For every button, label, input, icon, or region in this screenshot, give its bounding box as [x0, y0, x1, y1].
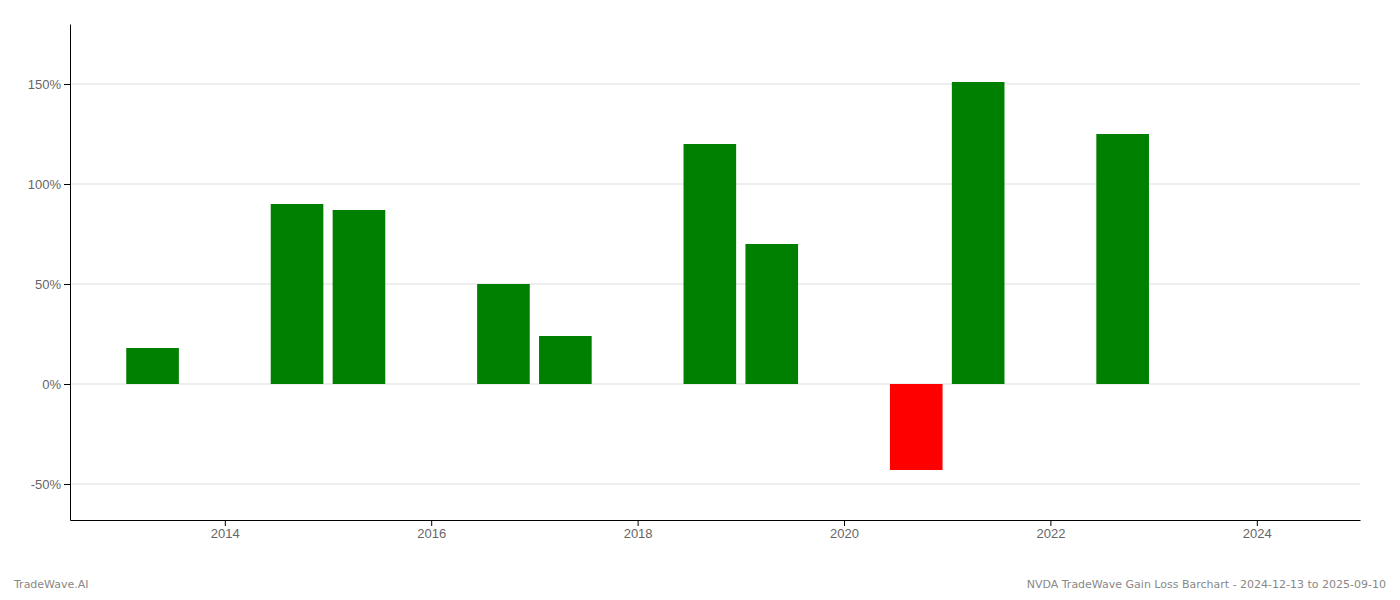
x-tick: 2018 — [624, 520, 653, 541]
bar — [477, 284, 530, 384]
x-tick: 2020 — [830, 520, 859, 541]
x-tick-label: 2016 — [417, 526, 446, 541]
y-axis-line — [70, 25, 71, 521]
bar — [1096, 134, 1149, 384]
grid-line — [70, 484, 1360, 485]
x-tick-mark — [431, 520, 432, 526]
bar — [684, 144, 737, 384]
x-tick: 2024 — [1243, 520, 1272, 541]
y-tick: -50% — [31, 477, 70, 492]
x-tick: 2022 — [1036, 520, 1065, 541]
x-axis-line — [71, 520, 1361, 521]
x-axis: 2014 2016 2018 2020 2022 2024 — [71, 520, 1361, 541]
bars — [126, 82, 1149, 470]
grid-line — [70, 84, 1360, 85]
y-tick: 150% — [28, 77, 70, 92]
x-tick-label: 2014 — [211, 526, 240, 541]
y-tick-mark — [64, 284, 70, 285]
y-tick: 0% — [42, 377, 70, 392]
bar — [126, 348, 179, 384]
y-tick-label: 100% — [28, 177, 62, 192]
plot: -50% 0% 50% 100% 150% 2014 2016 2018 2020 2022 202… — [28, 25, 1361, 542]
x-tick-mark — [225, 520, 226, 526]
y-tick-label: 150% — [28, 77, 62, 92]
chart: -50% 0% 50% 100% 150% 2014 2016 2018 2020 2022 202… — [0, 0, 1400, 600]
bar — [890, 384, 943, 470]
y-tick-label: 50% — [35, 277, 61, 292]
x-tick-label: 2020 — [830, 526, 859, 541]
y-axis: -50% 0% 50% 100% 150% — [28, 25, 71, 521]
bar — [271, 204, 324, 384]
grid — [70, 84, 1360, 484]
y-tick-mark — [64, 484, 70, 485]
y-tick: 50% — [35, 277, 70, 292]
x-tick: 2014 — [211, 520, 240, 541]
x-tick-label: 2024 — [1243, 526, 1272, 541]
x-tick-label: 2022 — [1036, 526, 1065, 541]
y-tick-mark — [64, 384, 70, 385]
y-tick: 100% — [28, 177, 70, 192]
bar — [745, 244, 798, 384]
x-tick: 2016 — [417, 520, 446, 541]
x-tick-label: 2018 — [624, 526, 653, 541]
bar — [539, 336, 592, 384]
x-tick-mark — [844, 520, 845, 526]
y-tick-label: -50% — [31, 477, 62, 492]
y-tick-label: 0% — [42, 377, 61, 392]
x-tick-mark — [1050, 520, 1051, 526]
x-tick-mark — [638, 520, 639, 526]
x-tick-mark — [1257, 520, 1258, 526]
y-tick-mark — [64, 184, 70, 185]
footer-text: TradeWave.AI — [13, 578, 89, 591]
bar — [333, 210, 386, 384]
bar — [952, 82, 1005, 384]
footer-text: NVDA TradeWave Gain Loss Barchart - 2024… — [1027, 578, 1386, 591]
y-tick-mark — [64, 84, 70, 85]
